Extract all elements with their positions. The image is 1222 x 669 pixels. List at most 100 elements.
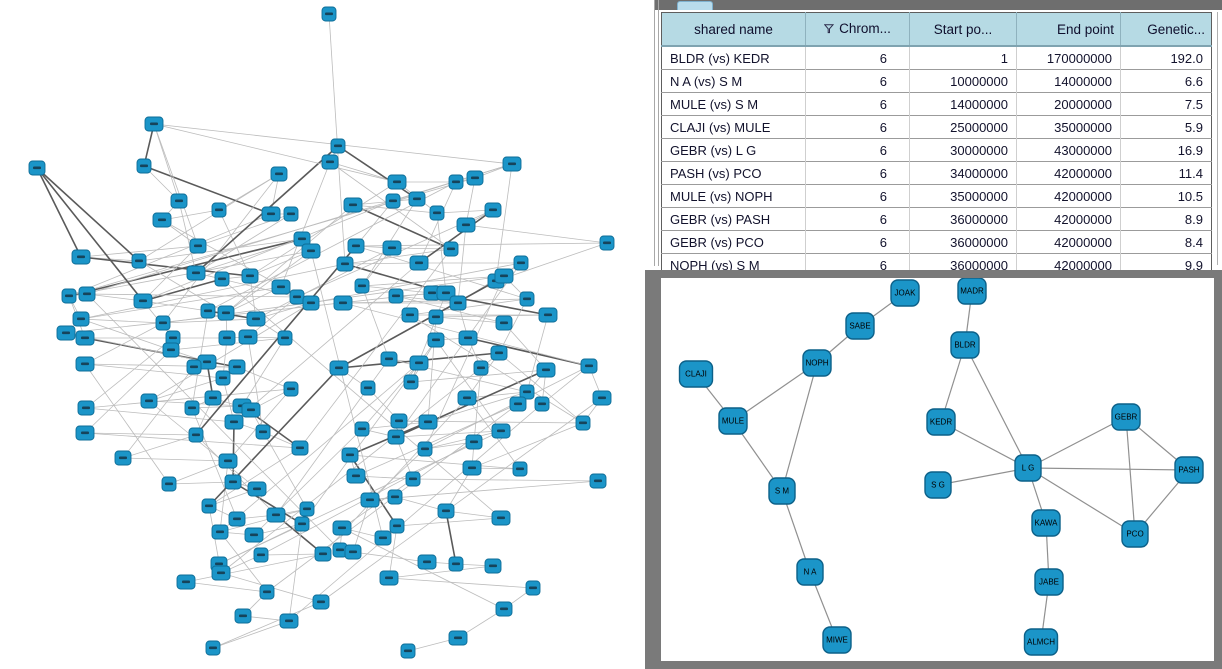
overview-node[interactable] <box>448 630 468 646</box>
overview-node[interactable] <box>512 461 528 477</box>
overview-node[interactable] <box>525 580 541 596</box>
detail-node-MADR[interactable]: MADR <box>957 278 987 305</box>
table-row[interactable]: BLDR (vs) KEDR 6 1 170000000 192.0 <box>661 45 1212 70</box>
overview-node[interactable] <box>380 351 398 367</box>
overview-node[interactable] <box>332 542 348 558</box>
overview-node[interactable] <box>131 253 147 269</box>
detail-node-SM[interactable]: S M <box>768 477 796 505</box>
overview-node[interactable] <box>354 421 370 437</box>
overview-node[interactable] <box>211 524 229 540</box>
overview-node[interactable] <box>211 565 231 581</box>
overview-node[interactable] <box>456 217 476 233</box>
overview-node[interactable] <box>144 116 164 132</box>
detail-node-KEDR[interactable]: KEDR <box>926 408 956 436</box>
overview-node[interactable] <box>218 330 236 346</box>
table-row[interactable]: CLAJI (vs) MULE 6 25000000 35000000 5.9 <box>661 115 1212 139</box>
overview-node[interactable] <box>423 285 441 301</box>
overview-node[interactable] <box>387 174 407 190</box>
table-row[interactable]: MULE (vs) NOPH 6 35000000 42000000 10.5 <box>661 184 1212 208</box>
table-cell[interactable]: 35000000 <box>909 184 1017 208</box>
table-cell[interactable]: 7.5 <box>1120 92 1212 116</box>
overview-node[interactable] <box>448 556 464 572</box>
table-cell[interactable]: 43000000 <box>1016 138 1121 162</box>
overview-node[interactable] <box>283 206 299 222</box>
overview-node[interactable] <box>215 370 231 386</box>
table-cell[interactable]: 6 <box>805 207 910 231</box>
overview-node[interactable] <box>401 307 419 323</box>
overview-node[interactable] <box>266 507 286 523</box>
table-cell[interactable]: 14000000 <box>909 92 1017 116</box>
overview-node[interactable] <box>502 156 522 172</box>
overview-node[interactable] <box>484 202 502 218</box>
overview-node[interactable] <box>347 238 365 254</box>
table-cell[interactable]: 42000000 <box>1016 161 1121 185</box>
overview-node[interactable] <box>494 268 514 284</box>
table-cell[interactable]: MULE (vs) S M <box>661 92 806 116</box>
overview-node[interactable] <box>200 303 216 319</box>
overview-node[interactable] <box>575 415 591 431</box>
table-cell[interactable]: 25000000 <box>909 115 1017 139</box>
overview-node[interactable] <box>176 574 196 590</box>
overview-node[interactable] <box>302 295 320 311</box>
overview-node[interactable] <box>388 288 404 304</box>
overview-node[interactable] <box>270 166 288 182</box>
table-cell[interactable]: BLDR (vs) KEDR <box>661 45 806 70</box>
detail-node-SG[interactable]: S G <box>924 471 952 499</box>
detail-edge-LG-GEBR[interactable] <box>1027 416 1127 469</box>
overview-node[interactable] <box>449 295 467 311</box>
overview-node[interactable] <box>343 197 363 213</box>
table-cell[interactable]: 14000000 <box>1016 69 1121 93</box>
overview-node[interactable] <box>443 241 459 257</box>
column-header-end-point[interactable]: End point <box>1016 12 1121 47</box>
overview-node[interactable] <box>341 447 359 463</box>
overview-node[interactable] <box>387 429 405 445</box>
table-cell[interactable]: 6 <box>805 115 910 139</box>
table-cell[interactable]: 6 <box>805 161 910 185</box>
overview-node[interactable] <box>417 441 433 457</box>
table-cell[interactable]: GEBR (vs) PASH <box>661 207 806 231</box>
overview-node[interactable] <box>385 193 401 209</box>
overview-node[interactable] <box>133 293 153 309</box>
overview-node[interactable] <box>592 390 612 406</box>
overview-node[interactable] <box>197 354 217 370</box>
table-cell[interactable]: 36000000 <box>909 207 1017 231</box>
overview-node[interactable] <box>238 329 258 345</box>
overview-node[interactable] <box>289 289 305 305</box>
table-cell[interactable]: 6 <box>805 184 910 208</box>
detail-node-LG[interactable]: L G <box>1014 454 1042 482</box>
table-cell[interactable]: 34000000 <box>909 161 1017 185</box>
overview-node[interactable] <box>519 291 535 307</box>
table-cell[interactable]: 36000000 <box>909 230 1017 254</box>
overview-node[interactable] <box>214 271 230 287</box>
overview-node[interactable] <box>409 355 429 371</box>
overview-node[interactable] <box>437 503 455 519</box>
overview-node[interactable] <box>519 384 535 400</box>
table-cell[interactable]: 42000000 <box>1016 230 1121 254</box>
overview-node[interactable] <box>536 362 556 378</box>
overview-node[interactable] <box>387 489 403 505</box>
overview-node[interactable] <box>228 359 246 375</box>
detail-edge-BLDR-LG[interactable] <box>964 344 1029 469</box>
overview-node[interactable] <box>321 154 339 170</box>
overview-node[interactable] <box>403 374 419 390</box>
overview-node[interactable] <box>224 474 242 490</box>
overview-node[interactable] <box>114 450 132 466</box>
overview-node[interactable] <box>255 424 271 440</box>
overview-network-canvas[interactable] <box>0 0 645 669</box>
overview-node[interactable] <box>279 613 299 629</box>
overview-node[interactable] <box>405 471 421 487</box>
table-cell[interactable]: GEBR (vs) PCO <box>661 230 806 254</box>
overview-node[interactable] <box>354 278 370 294</box>
overview-node[interactable] <box>253 547 269 563</box>
overview-node[interactable] <box>301 243 321 259</box>
overview-node[interactable] <box>400 643 416 659</box>
overview-node[interactable] <box>379 570 399 586</box>
overview-node[interactable] <box>152 212 172 228</box>
overview-node[interactable] <box>204 390 222 406</box>
overview-node[interactable] <box>247 481 267 497</box>
table-cell[interactable]: 42000000 <box>1016 207 1121 231</box>
detail-node-BLDR[interactable]: BLDR <box>950 331 980 359</box>
table-row[interactable]: GEBR (vs) L G 6 30000000 43000000 16.9 <box>661 138 1212 162</box>
overview-node[interactable] <box>277 330 293 346</box>
overview-node[interactable] <box>495 601 513 617</box>
